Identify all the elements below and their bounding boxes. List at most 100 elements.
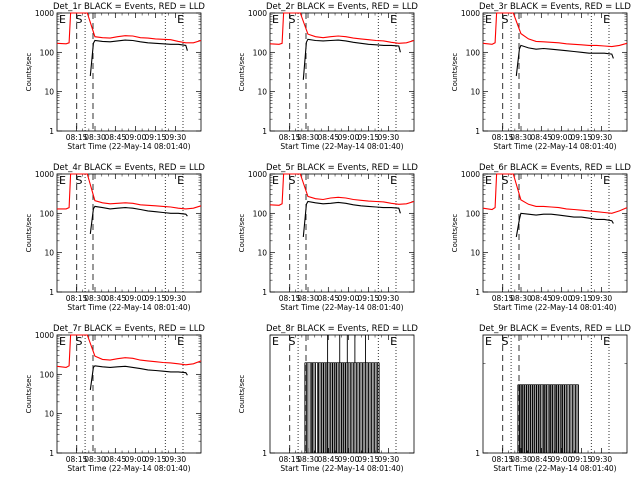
- event-marker-label: E: [603, 174, 610, 187]
- x-tick-label: 08:45: [105, 294, 127, 303]
- series-line-red: [57, 173, 202, 210]
- x-tick-label: 08:45: [531, 294, 553, 303]
- x-tick-label: 08:30: [84, 294, 106, 303]
- x-axis-label: Start Time (22-May-14 08:01:40): [280, 464, 403, 473]
- event-marker-label: E: [272, 335, 279, 348]
- event-marker-label: S: [289, 335, 296, 348]
- x-tick-label: 09:00: [551, 455, 573, 464]
- y-tick-label: 1: [262, 449, 267, 458]
- event-marker-label: E: [272, 174, 279, 187]
- event-marker-label: S: [76, 13, 83, 26]
- series-line-red: [482, 12, 628, 48]
- x-tick-label: 09:00: [125, 294, 147, 303]
- y-axis-label: Counts/sec: [25, 375, 33, 414]
- chart-title: Det_8r BLACK = Events, RED = LLD: [266, 324, 418, 334]
- x-tick-label: 08:15: [279, 455, 301, 464]
- event-marker-label: E: [177, 13, 184, 26]
- x-tick-label: 08:45: [318, 294, 340, 303]
- x-tick-label: 09:15: [145, 294, 167, 303]
- y-axis-label: Counts/sec: [451, 53, 459, 92]
- x-tick-label: 09:00: [125, 133, 147, 142]
- x-tick-label: 08:30: [84, 133, 106, 142]
- x-tick-label: 08:30: [297, 294, 319, 303]
- y-tick-label: 1: [475, 449, 480, 458]
- y-tick-label: 1: [262, 288, 267, 297]
- x-axis-label: Start Time (22-May-14 08:01:40): [67, 142, 190, 151]
- x-tick-label: 08:45: [105, 133, 127, 142]
- y-tick-label: 10: [44, 249, 54, 258]
- y-tick-label: 10: [44, 410, 54, 419]
- y-tick-label: 1: [475, 288, 480, 297]
- y-tick-label: 100: [466, 48, 481, 57]
- y-axis-label: Counts/sec: [451, 214, 459, 253]
- y-axis-label: Counts/sec: [238, 53, 246, 92]
- y-tick-label: 10: [44, 88, 54, 97]
- y-tick-label: 100: [253, 48, 268, 57]
- series-line-black: [515, 212, 614, 238]
- event-marker-label: S: [502, 13, 509, 26]
- plot-frame: [56, 173, 202, 293]
- event-marker-label: S: [502, 174, 509, 187]
- y-tick-label: 100: [40, 370, 55, 379]
- series-line-black: [302, 200, 401, 238]
- plot-frame: [269, 173, 415, 293]
- event-marker-label: E: [390, 174, 397, 187]
- x-tick-label: 09:00: [125, 455, 147, 464]
- chart-title: Det_5r BLACK = Events, RED = LLD: [266, 163, 418, 173]
- event-marker-label: E: [603, 13, 610, 26]
- x-tick-label: 08:15: [66, 294, 88, 303]
- y-tick-label: 10: [470, 88, 480, 97]
- x-axis-label: Start Time (22-May-14 08:01:40): [493, 464, 616, 473]
- x-tick-label: 09:30: [378, 294, 400, 303]
- x-tick-label: 08:15: [492, 133, 514, 142]
- x-tick-label: 08:30: [510, 294, 532, 303]
- x-tick-label: 08:30: [297, 455, 319, 464]
- x-tick-label: 08:45: [531, 133, 553, 142]
- x-tick-label: 09:00: [338, 294, 360, 303]
- y-tick-label: 10: [257, 249, 267, 258]
- x-tick-label: 08:15: [492, 294, 514, 303]
- event-marker-label: E: [177, 174, 184, 187]
- y-tick-label: 100: [40, 209, 55, 218]
- x-tick-label: 09:30: [165, 294, 187, 303]
- x-tick-label: 09:30: [591, 455, 613, 464]
- x-tick-label: 08:30: [510, 133, 532, 142]
- series-line-red: [482, 173, 628, 214]
- chart-title: Det_1r BLACK = Events, RED = LLD: [53, 2, 205, 12]
- y-tick-label: 100: [40, 48, 55, 57]
- y-tick-label: 1: [49, 127, 54, 136]
- x-axis-label: Start Time (22-May-14 08:01:40): [280, 142, 403, 151]
- event-marker-label: S: [289, 174, 296, 187]
- series-line-red: [269, 12, 415, 45]
- series-line-black: [515, 44, 614, 77]
- event-marker-label: E: [485, 174, 492, 187]
- event-marker-label: S: [502, 335, 509, 348]
- x-tick-label: 09:15: [358, 133, 380, 142]
- event-marker-label: E: [485, 335, 492, 348]
- event-marker-label: S: [76, 174, 83, 187]
- y-tick-label: 1: [475, 127, 480, 136]
- series-line-black: [89, 205, 188, 234]
- x-axis-label: Start Time (22-May-14 08:01:40): [280, 303, 403, 312]
- event-marker-label: E: [603, 335, 610, 348]
- y-axis-label: Counts/sec: [25, 53, 33, 92]
- y-tick-label: 1000: [35, 9, 54, 18]
- y-tick-label: 1: [262, 127, 267, 136]
- y-tick-label: 1000: [461, 9, 480, 18]
- event-marker-label: S: [289, 13, 296, 26]
- event-marker-label: E: [272, 13, 279, 26]
- x-axis-label: Start Time (22-May-14 08:01:40): [493, 142, 616, 151]
- x-tick-label: 09:15: [358, 294, 380, 303]
- x-tick-label: 09:30: [165, 133, 187, 142]
- chart-title: Det_4r BLACK = Events, RED = LLD: [53, 163, 205, 173]
- chart-title: Det_2r BLACK = Events, RED = LLD: [266, 2, 418, 12]
- x-tick-label: 09:00: [338, 133, 360, 142]
- x-axis-label: Start Time (22-May-14 08:01:40): [67, 464, 190, 473]
- x-tick-label: 09:00: [338, 455, 360, 464]
- y-axis-label: Counts/sec: [238, 375, 246, 414]
- x-tick-label: 08:15: [66, 455, 88, 464]
- x-tick-label: 09:30: [378, 455, 400, 464]
- x-tick-label: 08:45: [318, 133, 340, 142]
- x-tick-label: 08:15: [279, 294, 301, 303]
